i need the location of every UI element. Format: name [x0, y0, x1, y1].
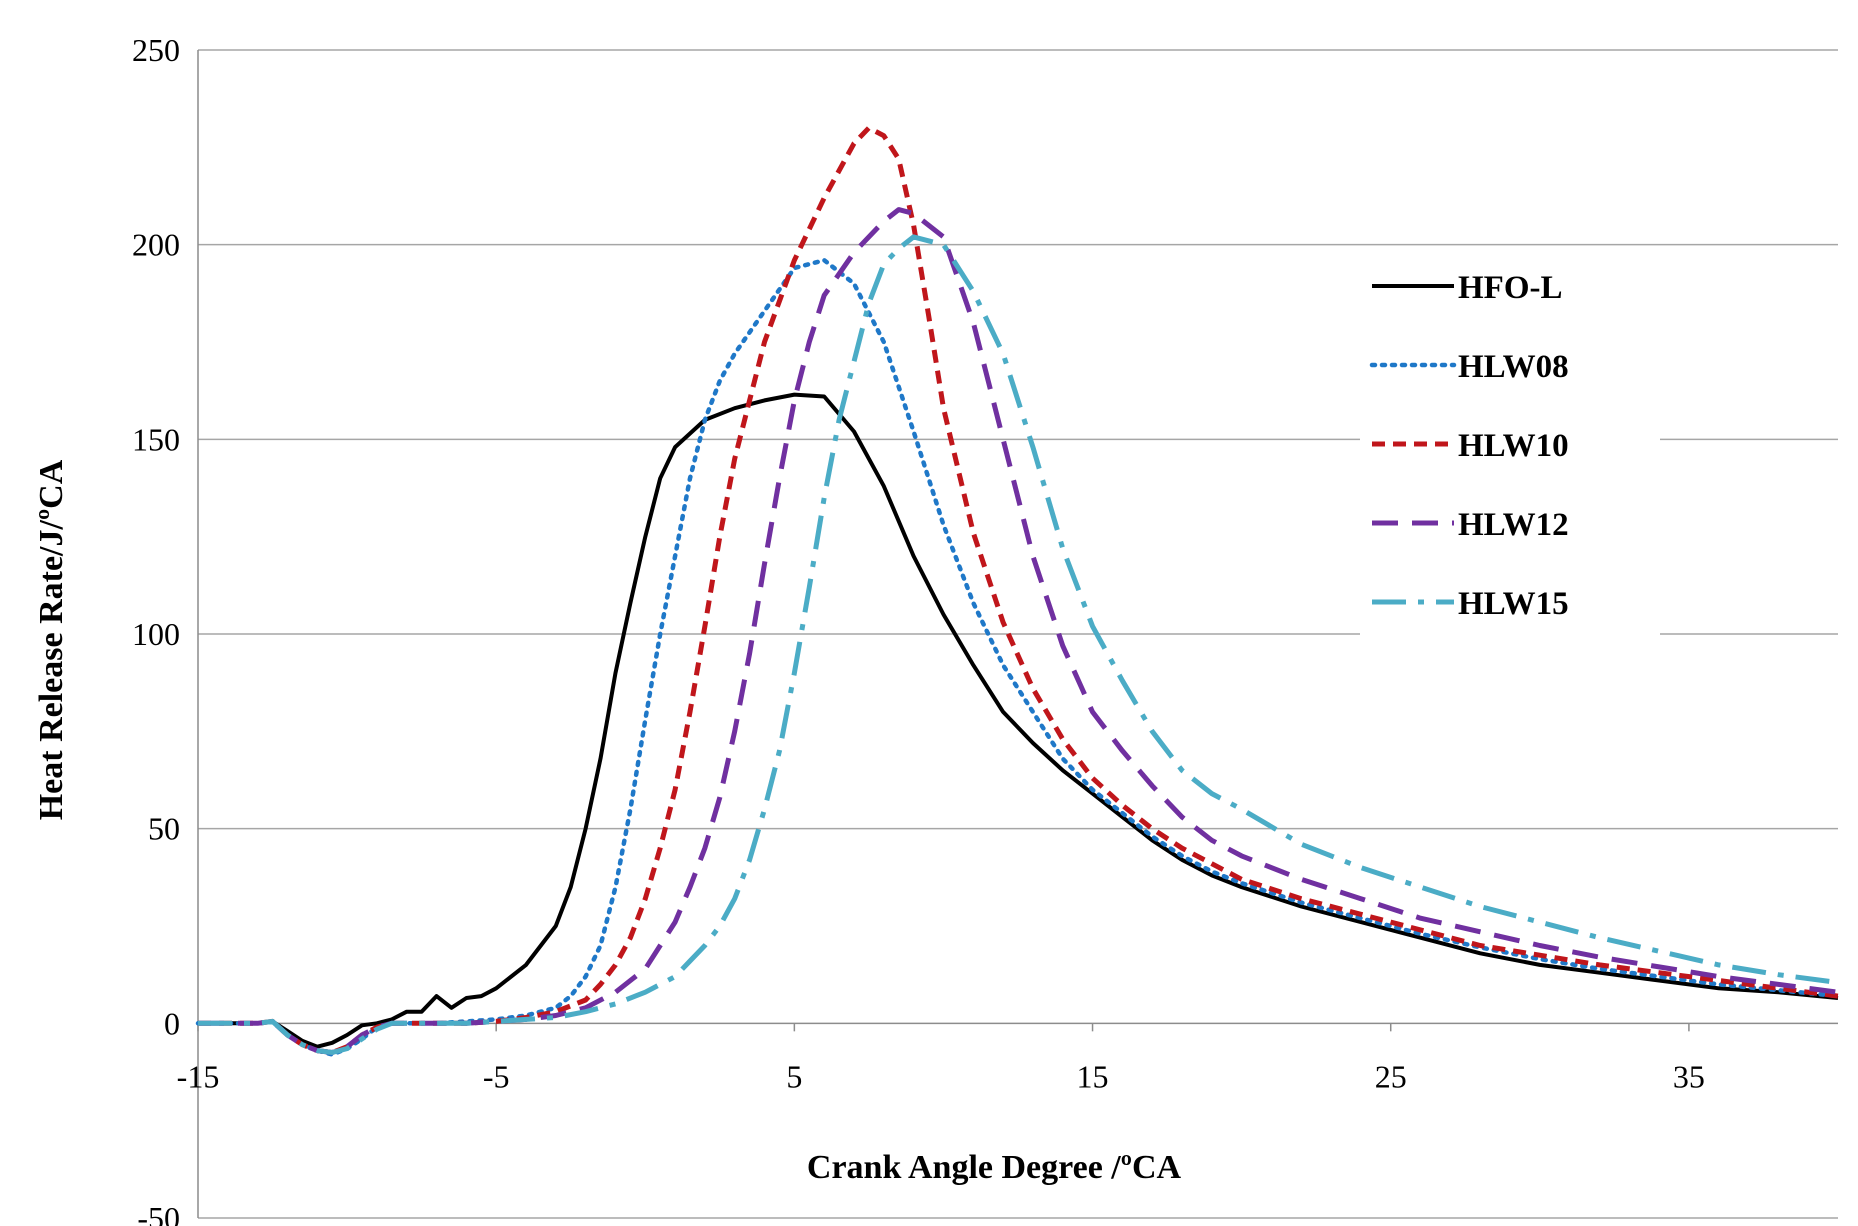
y-axis-title: Heat Release Rate/J/ºCA	[33, 459, 70, 820]
x-tick-label: 15	[1077, 1058, 1109, 1094]
y-tick-labels: -50 0 50 100 150 200 250	[132, 32, 180, 1226]
y-tick-label: 150	[132, 421, 180, 457]
x-tick-label: -15	[177, 1058, 220, 1094]
legend-label: HLW08	[1458, 349, 1569, 385]
legend-item: HFO-L	[1372, 270, 1563, 306]
legend-background	[1360, 250, 1660, 640]
y-tick-label: 100	[132, 616, 180, 652]
x-tick-label: 5	[786, 1058, 802, 1094]
series-lines	[195, 125, 1841, 1057]
legend: HFO-L HLW08 HLW10 HLW12 HLW15	[1360, 250, 1660, 640]
y-tick-label: 50	[148, 811, 180, 847]
y-tick-label: 250	[132, 32, 180, 68]
gridlines	[198, 49, 1838, 1219]
x-tick-label: 25	[1375, 1058, 1407, 1094]
legend-item: HLW15	[1372, 586, 1569, 622]
legend-label: HLW15	[1458, 586, 1569, 622]
x-tick-labels: -15 -5 5 15 25 35	[177, 1058, 1705, 1094]
x-axis-title: Crank Angle Degree /ºCA	[807, 1149, 1182, 1186]
legend-label: HLW10	[1458, 428, 1569, 464]
legend-item: HLW08	[1369, 349, 1569, 385]
legend-item: HLW12	[1372, 507, 1569, 543]
x-tick-label: -5	[483, 1058, 510, 1094]
y-tick-label: -50	[137, 1200, 180, 1226]
series-line-hlw15	[198, 234, 1839, 1055]
series-line-hlw10	[198, 125, 1839, 1055]
y-tick-label: 0	[164, 1005, 180, 1041]
legend-label: HFO-L	[1458, 270, 1563, 306]
y-tick-label: 200	[132, 227, 180, 263]
x-tick-label: 35	[1673, 1058, 1705, 1094]
legend-item: HLW10	[1372, 428, 1569, 464]
legend-label: HLW12	[1458, 507, 1569, 543]
